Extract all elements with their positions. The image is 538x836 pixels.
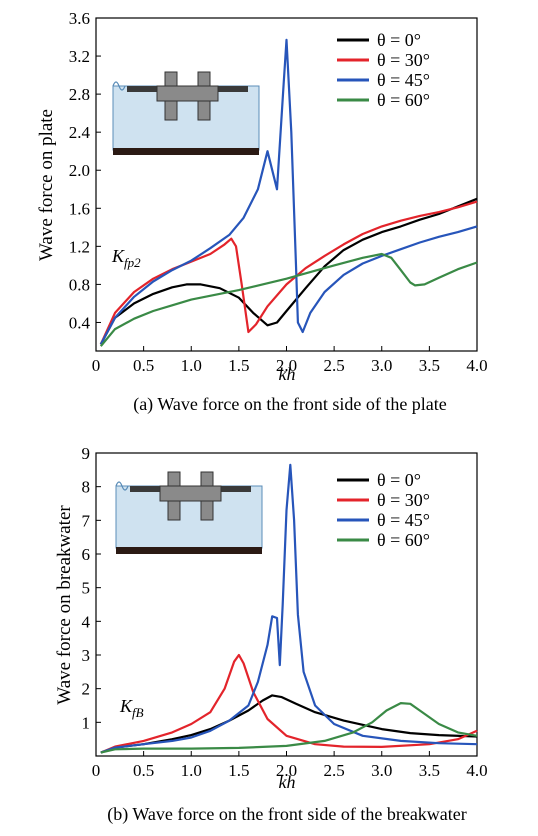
breakwater-deck: [159, 485, 222, 502]
y-tick-label-b-6: 7: [82, 511, 91, 530]
series-group-b: [100, 463, 478, 754]
x-axis-label-b: kh: [279, 772, 296, 792]
x-tick-label-a-8: 4.0: [466, 356, 487, 375]
y-tick-label-a-1: 0.8: [69, 275, 90, 294]
x-tick-label-a-6: 3.0: [371, 356, 392, 375]
x-tick-label-a-1: 0.5: [133, 356, 154, 375]
x-tick-label-b-1: 0.5: [133, 761, 154, 780]
series-line-a-0: [99, 197, 478, 345]
annotation-sub-a: fp2: [124, 255, 141, 270]
x-tick-label-b-0: 0: [92, 761, 101, 780]
x-tick-label-a-2: 1.0: [181, 356, 202, 375]
legend-label-a-0: θ = 0°: [377, 30, 421, 50]
y-axis-label-b: Wave force on breakwater: [54, 505, 75, 705]
y-tick-label-a-5: 2.4: [69, 123, 91, 142]
y-tick-label-a-4: 2.0: [69, 161, 90, 180]
x-tick-label-b-4: 2.0: [276, 761, 297, 780]
legend-label-b-0: θ = 0°: [377, 470, 421, 490]
curve-annotation-b: KfB: [119, 696, 144, 720]
legend-label-b-1: θ = 30°: [377, 490, 430, 510]
ticks-a: 0 0.5 1.0 1.5 2.0 2.5 3.0 3.5 4.0 0.4 0.8 1.2 1.6 2.0…: [69, 9, 488, 375]
y-tick-label-b-1: 2: [82, 680, 91, 699]
y-tick-label-b-5: 6: [82, 545, 91, 564]
series-line-b-3: [100, 702, 478, 754]
series-group-a: [99, 38, 478, 347]
caption-b: (b) Wave force on the front side of the …: [107, 804, 467, 825]
incident-wave-icon: [112, 81, 126, 91]
x-tick-label-b-7: 3.5: [419, 761, 440, 780]
y-tick-label-b-3: 4: [82, 612, 91, 631]
x-tick-label-a-7: 3.5: [419, 356, 440, 375]
y-axis-label-a: Wave force on plate: [36, 109, 57, 261]
structure-diagram-b: [115, 471, 263, 554]
y-tick-label-a-3: 1.6: [69, 199, 90, 218]
y-tick-label-a-7: 3.2: [69, 47, 90, 66]
seabed: [113, 148, 259, 155]
y-tick-label-b-4: 5: [82, 579, 91, 598]
series-line-a-2: [99, 38, 478, 345]
seabed: [116, 547, 262, 554]
chart-panel-b: 0 0.5 1.0 1.5 2.0 2.5 3.0 3.5 4.0 1 2 3 4 5 6 7 8 9 θ = 0…: [54, 444, 488, 825]
x-tick-label-b-2: 1.0: [181, 761, 202, 780]
series-line-a-3: [99, 252, 478, 347]
y-tick-label-b-2: 3: [82, 646, 91, 665]
series-line-b-0: [100, 694, 478, 754]
x-tick-label-a-4: 2.0: [276, 356, 297, 375]
plate-left: [127, 86, 157, 92]
y-tick-label-a-2: 1.2: [69, 237, 90, 256]
x-tick-label-a-5: 2.5: [324, 356, 345, 375]
ticks-b: 0 0.5 1.0 1.5 2.0 2.5 3.0 3.5 4.0 1 2 3 4 5 6 7 8 9: [82, 444, 488, 780]
series-line-b-2: [100, 463, 478, 754]
x-tick-label-b-8: 4.0: [466, 761, 487, 780]
y-tick-label-b-8: 9: [82, 444, 91, 463]
x-tick-label-a-3: 1.5: [228, 356, 249, 375]
legend-a: θ = 0°θ = 30°θ = 45°θ = 60°: [337, 30, 430, 110]
plate-right: [218, 86, 248, 92]
breakwater-deck: [156, 85, 219, 102]
y-tick-label-a-0: 0.4: [69, 313, 91, 332]
plate-left: [130, 486, 160, 492]
y-tick-label-b-0: 1: [82, 713, 91, 732]
legend-label-a-1: θ = 30°: [377, 50, 430, 70]
x-tick-label-b-3: 1.5: [228, 761, 249, 780]
series-line-b-1: [100, 653, 478, 754]
x-tick-label-b-5: 2.5: [324, 761, 345, 780]
x-tick-label-a-0: 0: [92, 356, 101, 375]
annotation-main-a: K: [111, 246, 125, 266]
annotation-main-b: K: [119, 696, 133, 716]
y-tick-label-a-8: 3.6: [69, 9, 90, 28]
legend-label-a-3: θ = 60°: [377, 90, 430, 110]
x-axis-label-a: kh: [279, 364, 296, 384]
x-tick-label-b-6: 3.0: [371, 761, 392, 780]
y-tick-label-b-7: 8: [82, 478, 91, 497]
incident-wave-icon: [115, 481, 129, 491]
legend-b: θ = 0°θ = 30°θ = 45°θ = 60°: [337, 470, 430, 550]
plate-right: [221, 486, 251, 492]
series-line-a-1: [99, 200, 478, 345]
chart-panel-a: 0 0.5 1.0 1.5 2.0 2.5 3.0 3.5 4.0 0.4 0.8 1.2 1.6 2.0…: [36, 9, 488, 415]
legend-label-b-3: θ = 60°: [377, 530, 430, 550]
legend-label-b-2: θ = 45°: [377, 510, 430, 530]
structure-diagram-a: [112, 71, 260, 155]
y-tick-label-a-6: 2.8: [69, 85, 90, 104]
annotation-sub-b: fB: [132, 705, 144, 720]
caption-a: (a) Wave force on the front side of the …: [133, 394, 447, 415]
legend-label-a-2: θ = 45°: [377, 70, 430, 90]
curve-annotation-a: Kfp2: [111, 246, 141, 270]
